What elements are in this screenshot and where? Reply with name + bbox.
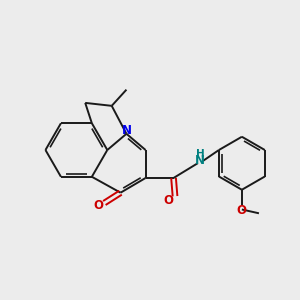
- Text: O: O: [164, 194, 174, 207]
- Text: N: N: [195, 154, 205, 167]
- Text: H: H: [196, 149, 204, 159]
- Text: O: O: [93, 199, 103, 212]
- Text: O: O: [237, 205, 247, 218]
- Text: N: N: [122, 124, 131, 137]
